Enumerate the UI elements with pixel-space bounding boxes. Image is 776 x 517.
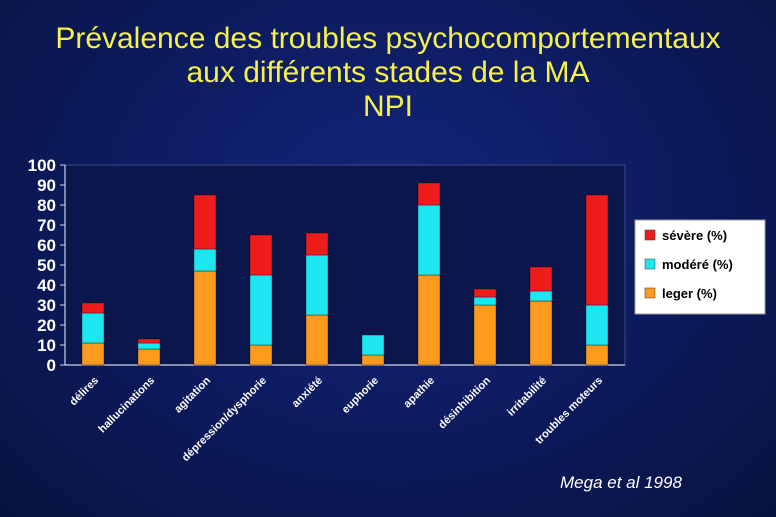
bar-segment: [193, 248, 217, 272]
y-tick-label: 100: [28, 156, 56, 175]
y-tick-label: 0: [47, 356, 56, 375]
legend-swatch: [644, 258, 656, 270]
source-citation: Mega et al 1998: [560, 473, 682, 492]
bar-segment: [585, 194, 609, 306]
legend-label: sévère (%): [662, 228, 727, 243]
bar-segment: [305, 232, 329, 256]
bar-segment: [529, 290, 553, 302]
x-tick-label: désinhibition: [436, 374, 493, 431]
bars: [81, 182, 609, 366]
y-tick-label: 90: [37, 176, 56, 195]
bar-segment: [473, 296, 497, 306]
bar-segment: [585, 304, 609, 346]
x-tick-label: irritabilité: [505, 375, 549, 419]
x-tick-label: euphorie: [340, 375, 381, 416]
bar-segment: [137, 348, 161, 366]
y-tick-label: 60: [37, 236, 56, 255]
chart-title-line-1: Prévalence des troubles psychocomporteme…: [55, 22, 721, 55]
bar-segment: [361, 354, 385, 366]
bar-segment: [137, 342, 161, 350]
y-tick-label: 30: [37, 296, 56, 315]
y-tick-label: 80: [37, 196, 56, 215]
bar-segment: [193, 270, 217, 366]
bar-segment: [361, 334, 385, 356]
bar-segment: [305, 314, 329, 366]
bar-segment: [137, 338, 161, 344]
x-tick-label: hallucinations: [96, 375, 157, 436]
legend-box: [634, 219, 766, 315]
y-tick-label: 10: [37, 336, 56, 355]
bar-segment: [193, 194, 217, 250]
y-tick-label: 20: [37, 316, 56, 335]
bar-segment: [81, 302, 105, 314]
legend-label: modéré (%): [662, 257, 733, 272]
chart-title-line-2: aux différents stades de la MA: [186, 56, 590, 89]
legend: sévère (%) modéré (%) leger (%): [634, 219, 766, 315]
bar-segment: [417, 204, 441, 276]
bar-segment: [81, 312, 105, 344]
legend-swatch: [644, 229, 656, 241]
x-tick-label: apathie: [401, 375, 437, 411]
bar-segment: [249, 344, 273, 366]
chart-title-line-3: NPI: [362, 90, 413, 123]
x-tick-label: anxiété: [290, 375, 325, 410]
bar-segment: [529, 266, 553, 292]
bar-segment: [529, 300, 553, 366]
bar-segment: [473, 304, 497, 366]
bar-segment: [417, 182, 441, 206]
bar-segment: [585, 344, 609, 366]
legend-label: leger (%): [662, 286, 717, 301]
bar-segment: [249, 234, 273, 276]
bar-segment: [249, 274, 273, 346]
bar-segment: [417, 274, 441, 366]
bar-segment: [81, 342, 105, 366]
bar-segment: [305, 254, 329, 316]
y-tick-label: 70: [37, 216, 56, 235]
x-tick-label: délires: [68, 375, 102, 409]
y-tick-label: 40: [37, 276, 56, 295]
x-tick-label: agitation: [172, 374, 213, 415]
y-tick-label: 50: [37, 256, 56, 275]
bar-segment: [473, 288, 497, 298]
legend-swatch: [644, 287, 656, 299]
